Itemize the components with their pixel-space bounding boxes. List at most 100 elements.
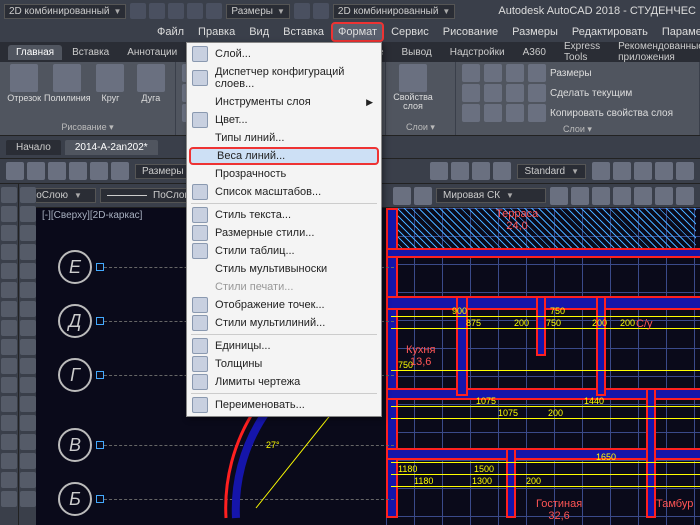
palette-tool[interactable] — [20, 320, 36, 336]
ribbon-tab[interactable]: Аннотации — [119, 45, 185, 60]
menu-icon — [192, 397, 208, 413]
menu-item[interactable]: Веса линий... — [189, 147, 379, 165]
palette-tool[interactable] — [20, 491, 36, 507]
dimension-text: 750 — [550, 306, 565, 316]
workspace-selector[interactable]: 2D комбинированный ▼ — [4, 4, 126, 19]
tool-icon[interactable] — [6, 162, 24, 180]
tool-Дуга[interactable]: Дуга — [133, 64, 169, 103]
palette-tool[interactable] — [1, 415, 17, 431]
palette-tool[interactable] — [20, 263, 36, 279]
palette-tool[interactable] — [1, 434, 17, 450]
make-current[interactable]: Сделать текущим — [550, 88, 632, 99]
viewport-label[interactable]: [-][Сверху][2D-каркас] — [42, 210, 142, 221]
palette-tool[interactable] — [20, 396, 36, 412]
menu-item[interactable]: Стили таблиц... — [187, 242, 381, 260]
copy-props[interactable]: Копировать свойства слоя — [550, 108, 673, 119]
palette-tool[interactable] — [1, 244, 17, 260]
palette-tool[interactable] — [1, 377, 17, 393]
menu-item[interactable]: Прозрачность — [187, 165, 381, 183]
palette-tool[interactable] — [1, 472, 17, 488]
qat-icon[interactable] — [294, 3, 310, 19]
palette-tool[interactable] — [20, 339, 36, 355]
save-icon[interactable] — [168, 3, 184, 19]
palette-tool[interactable] — [1, 396, 17, 412]
menu-item[interactable]: Цвет... — [187, 111, 381, 129]
palette-tool[interactable] — [1, 320, 17, 336]
ribbon-tab[interactable]: A360 — [515, 45, 554, 60]
palette-tool[interactable] — [20, 244, 36, 260]
menu-item[interactable]: Толщины — [187, 355, 381, 373]
tool-Круг[interactable]: Круг — [92, 64, 128, 103]
menu-вставка[interactable]: Вставка — [276, 22, 331, 42]
workspace-selector-2[interactable]: 2D комбинированный ▼ — [333, 4, 455, 19]
tool-Отрезок[interactable]: Отрезок — [6, 64, 42, 103]
palette-tool[interactable] — [20, 434, 36, 450]
menu-вид[interactable]: Вид — [242, 22, 276, 42]
palette-tool[interactable] — [20, 415, 36, 431]
undo-icon[interactable] — [187, 3, 203, 19]
ribbon-tab[interactable]: Главная — [8, 45, 62, 60]
menu-формат[interactable]: Формат — [331, 22, 384, 42]
search-icon[interactable] — [550, 187, 568, 205]
menu-параметризация[interactable]: Параметризация — [655, 22, 700, 42]
palette-tool[interactable] — [20, 472, 36, 488]
palette-tool[interactable] — [1, 453, 17, 469]
palette-tool[interactable] — [1, 263, 17, 279]
tool-Полилиния[interactable]: Полилиния — [46, 64, 88, 103]
menu-item[interactable]: Лимиты чертежа — [187, 373, 381, 391]
redo-icon[interactable] — [206, 3, 222, 19]
palette-tool[interactable] — [20, 206, 36, 222]
textstyle-combo[interactable]: Standard▼ — [517, 164, 586, 179]
menu-item: Стили печати... — [187, 278, 381, 296]
menu-item[interactable]: Стиль мультивыноски — [187, 260, 381, 278]
ribbon-tab[interactable]: Вывод — [394, 45, 440, 60]
menu-редактировать[interactable]: Редактировать — [565, 22, 655, 42]
palette-tool[interactable] — [20, 282, 36, 298]
open-icon[interactable] — [149, 3, 165, 19]
qat-icon[interactable] — [313, 3, 329, 19]
menu-item[interactable]: Размерные стили... — [187, 224, 381, 242]
palette-tool[interactable] — [1, 358, 17, 374]
palette-tool[interactable] — [20, 187, 36, 203]
palette-tool[interactable] — [1, 339, 17, 355]
panel-draw: ОтрезокПолилинияКругДуга Рисование ▾ — [0, 62, 176, 135]
menu-item[interactable]: Типы линий... — [187, 129, 381, 147]
palette-tool[interactable] — [1, 282, 17, 298]
menu-item[interactable]: Инструменты слоя▶ — [187, 93, 381, 111]
palette-tool[interactable] — [1, 225, 17, 241]
menu-item[interactable]: Отображение точек... — [187, 296, 381, 314]
palette-tool[interactable] — [1, 491, 17, 507]
menu-item[interactable]: Единицы... — [187, 337, 381, 355]
menu-item[interactable]: Список масштабов... — [187, 183, 381, 201]
new-icon[interactable] — [130, 3, 146, 19]
tool-icon — [53, 64, 81, 92]
palette-tool[interactable] — [20, 225, 36, 241]
menu-рисование[interactable]: Рисование — [436, 22, 505, 42]
palette-tool[interactable] — [20, 377, 36, 393]
menu-правка[interactable]: Правка — [191, 22, 242, 42]
menu-item[interactable]: Переименовать... — [187, 396, 381, 414]
ribbon-tab[interactable]: Вставка — [64, 45, 117, 60]
layer-properties-button[interactable]: Свойства слоя — [392, 64, 434, 111]
menu-item[interactable]: Стили мультилиний... — [187, 314, 381, 332]
palette-tool[interactable] — [20, 358, 36, 374]
palette-tool[interactable] — [1, 187, 17, 203]
menu-item[interactable]: Слой... — [187, 45, 381, 63]
palette-tool[interactable] — [1, 206, 17, 222]
palette-tool[interactable] — [20, 301, 36, 317]
palette-tool[interactable] — [1, 301, 17, 317]
palette-tool[interactable] — [20, 453, 36, 469]
menu-размеры[interactable]: Размеры — [505, 22, 565, 42]
menu-сервис[interactable]: Сервис — [384, 22, 436, 42]
tab-file[interactable]: 2014-A-2an202* — [65, 140, 158, 155]
menu-item[interactable]: Диспетчер конфигураций слоев... — [187, 63, 381, 93]
menu-item[interactable]: Стиль текста... — [187, 206, 381, 224]
tab-start[interactable]: Начало — [6, 140, 61, 155]
menu-icon — [192, 225, 208, 241]
menu-файл[interactable]: Файл — [150, 22, 191, 42]
tool-icon[interactable] — [462, 64, 480, 82]
annot-sizes[interactable]: Размеры — [550, 68, 592, 79]
ribbon-tab[interactable]: Надстройки — [442, 45, 513, 60]
ucs-combo[interactable]: Мировая СК▼ — [436, 188, 546, 203]
sizes-selector[interactable]: Размеры ▼ — [226, 4, 289, 19]
